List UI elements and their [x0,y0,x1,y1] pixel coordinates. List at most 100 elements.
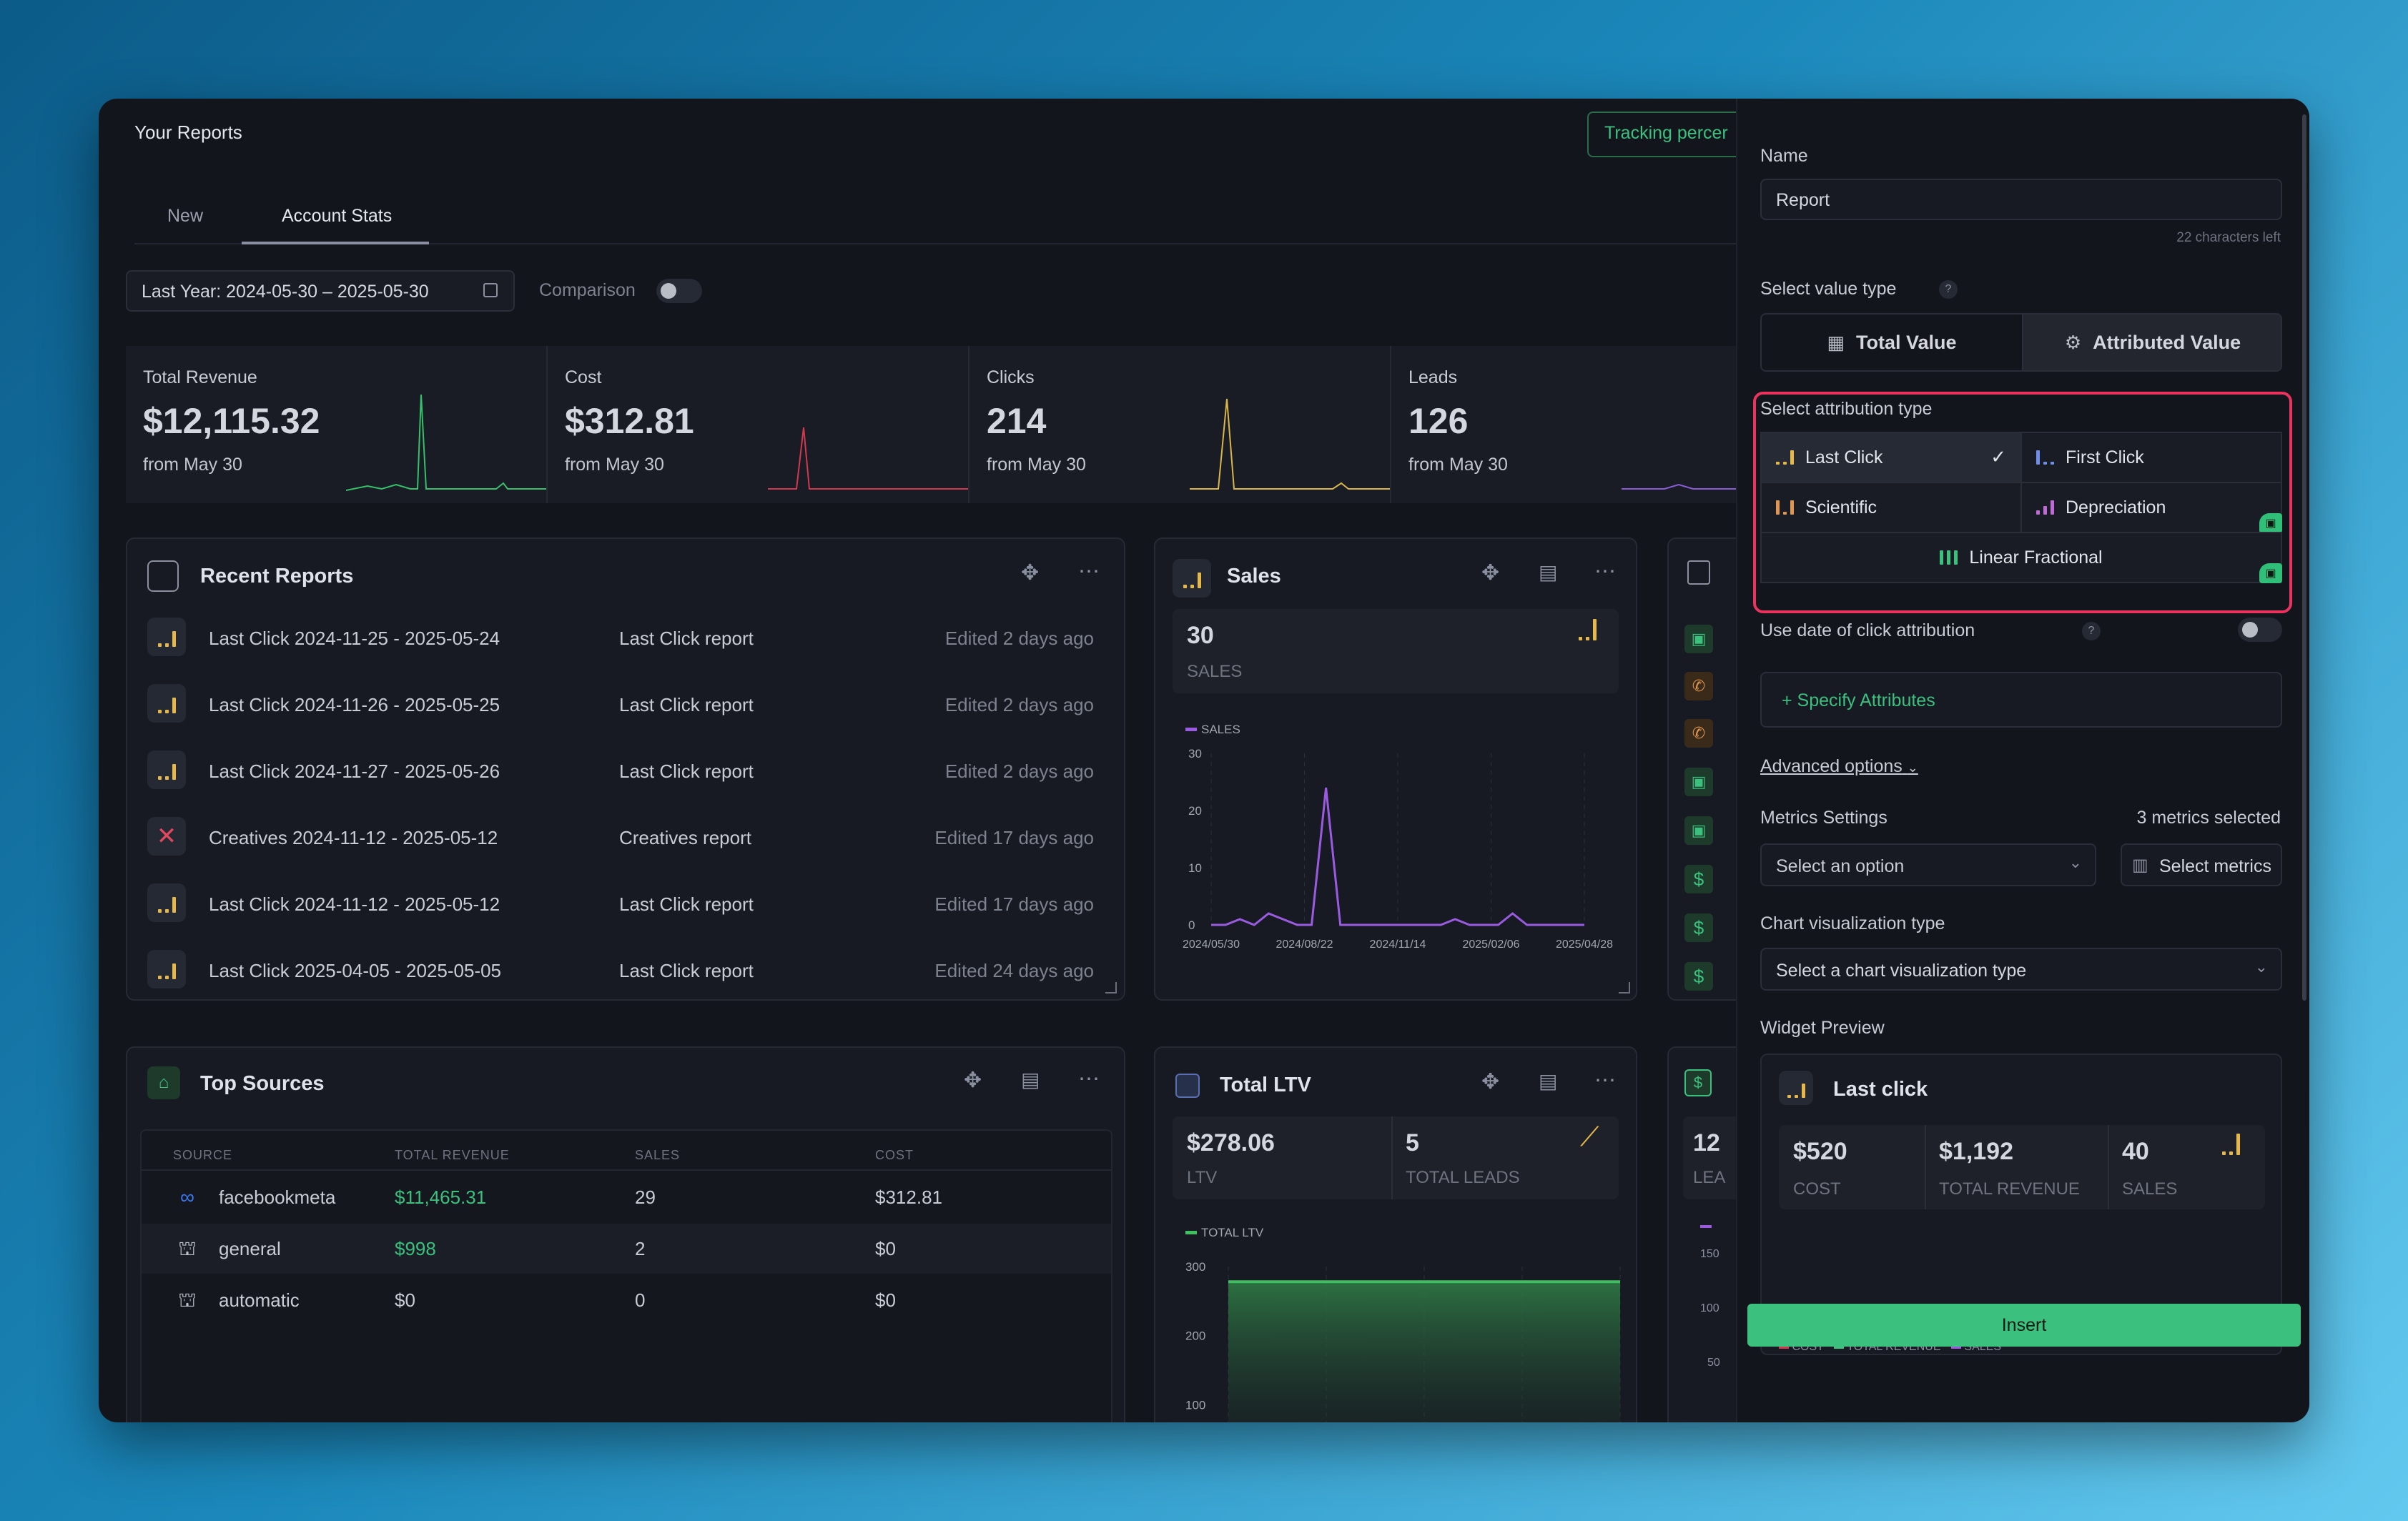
dollar-icon: $ [1684,913,1713,942]
report-row[interactable]: Last Click 2025-04-05 - 2025-05-05 Last C… [127,940,1124,997]
help-icon[interactable]: ? [1939,280,1958,299]
tab-account-stats[interactable]: Account Stats [282,206,393,226]
axis-tick: 100 [1700,1302,1719,1314]
report-row[interactable]: Last Click 2024-11-25 - 2025-05-24 Last C… [127,608,1124,665]
select-metrics-button[interactable]: ▥ Select metrics [2121,843,2282,886]
document-icon[interactable]: ▤ [1539,1070,1558,1092]
report-type: Last Click report [619,893,754,915]
more-icon[interactable]: ⋯ [1594,1069,1616,1092]
columns-icon: ▥ [2132,856,2148,875]
attr-scientific[interactable]: Scientific [1760,482,2022,533]
divider [2108,1125,2109,1209]
stat-value: $312.81 [565,401,694,441]
divider [142,1169,1111,1171]
advanced-options-link[interactable]: Advanced options ⌄ [1760,756,1918,777]
report-name: Last Click 2024-11-26 - 2025-05-25 [209,694,500,715]
select-value: Select a chart visualization type [1776,961,2027,981]
document-icon[interactable]: ▤ [1539,561,1558,583]
tab-divider [134,243,1736,244]
attr-linear-fractional[interactable]: Linear Fractional ▣ [1760,532,2282,583]
bar-chart-icon [2222,1134,2240,1155]
divider [1391,1116,1393,1199]
bar-chart-icon [1173,559,1211,598]
total-value-option[interactable]: ▦ Total Value [1762,314,2022,370]
document-icon[interactable] [1687,560,1710,585]
attr-first-click[interactable]: First Click [2020,432,2282,483]
move-icon[interactable]: ✥ [964,1069,982,1092]
help-icon[interactable]: ? [2082,622,2101,640]
report-row[interactable]: ✕ Creatives 2024-11-12 - 2025-05-12 Creati… [127,807,1124,864]
more-icon[interactable]: ⋯ [1078,1067,1100,1091]
stat-label: Clicks [987,367,1035,387]
attribution-highlight [1753,392,2292,613]
tracking-button[interactable]: Tracking percer [1587,112,1752,157]
metrics-select[interactable]: Select an option ⌄ [1760,843,2096,886]
source-icon: ⛫ [178,1289,197,1311]
table-row[interactable]: ∞ facebookmeta $11,465.31 29 $312.81 [142,1172,1111,1222]
attr-label: Scientific [1805,497,1877,517]
select-value: Select an option [1776,856,1905,876]
stat-label: Total Revenue [143,367,257,387]
tab-new[interactable]: New [167,206,204,226]
specify-attributes-button[interactable]: + Specify Attributes [1760,672,2282,728]
widget-preview-label: Widget Preview [1760,1018,1885,1038]
attr-depreciation[interactable]: Depreciation ▣ [2020,482,2282,533]
preview-cost-value: $520 [1793,1138,1847,1165]
legend-swatch [1700,1225,1712,1228]
value-type-label: Select value type [1760,279,1897,299]
metrics-settings-label: Metrics Settings [1760,808,1888,828]
move-icon[interactable]: ✥ [1481,561,1500,585]
table-row[interactable]: ⛫ automatic $0 0 $0 [142,1275,1111,1325]
y-tick-label: 0 [1188,918,1195,932]
check-icon: ✓ [1990,446,2006,467]
comparison-toggle[interactable] [656,279,702,303]
cell-sales: 2 [635,1238,646,1259]
name-input[interactable]: Report [1760,179,2282,220]
attributed-value-option[interactable]: ⚙ Attributed Value [2022,314,2281,370]
scrollbar[interactable] [2302,114,2306,1001]
x-tick-label: 2024/11/14 [1370,938,1426,951]
date-range-picker[interactable]: Last Year: 2024-05-30 – 2025-05-30 [126,270,515,312]
stat-value: 126 [1408,401,1469,441]
chars-left: 22 characters left [2176,230,2281,245]
move-icon[interactable]: ✥ [1481,1070,1500,1094]
insert-button[interactable]: Insert [1747,1304,2301,1347]
more-icon[interactable]: ⋯ [1078,560,1100,583]
resize-handle[interactable] [1105,982,1117,994]
report-row[interactable]: Last Click 2024-11-27 - 2025-05-26 Last C… [127,740,1124,798]
report-name: Last Click 2024-11-27 - 2025-05-26 [209,760,500,782]
legend-swatch [1950,1345,1961,1349]
dollar-icon: $ [1684,962,1713,991]
y-tick-label: 200 [1185,1329,1205,1343]
stat-value: $12,115.32 [143,401,320,441]
use-date-toggle[interactable] [2238,618,2282,642]
chart-vis-select[interactable]: Select a chart visualization type ⌄ [1760,948,2282,991]
app-window: Your Reports Tracking percer New Account… [99,99,2309,1422]
metric-label: LEA [1693,1168,1726,1187]
col-header: SALES [635,1148,681,1162]
widget-title: Sales [1227,565,1281,588]
report-row[interactable]: Last Click 2024-11-26 - 2025-05-25 Last C… [127,674,1124,731]
col-header: COST [875,1148,914,1162]
table-row[interactable]: ⛫ general $998 2 $0 [142,1224,1111,1274]
move-icon[interactable]: ✥ [1021,561,1040,585]
stat-cost: Cost $312.81 from May 30 [548,346,969,503]
ltv-chart: TOTAL LTV3002001000 [1185,1226,1621,1422]
depreciation-icon [2036,500,2054,515]
bar-chart-icon [1776,450,1794,465]
col-header: TOTAL REVENUE [395,1148,510,1162]
more-icon[interactable]: ⋯ [1594,560,1616,583]
attr-last-click[interactable]: Last Click ✓ [1760,432,2022,483]
preview-rev-label: TOTAL REVENUE [1939,1179,2080,1199]
preview-sales-label: SALES [2122,1179,2178,1199]
preview-sales-value: 40 [2122,1138,2149,1165]
cell-source: facebookmeta [219,1186,336,1208]
cell-source: automatic [219,1289,300,1311]
resize-handle[interactable] [1619,982,1630,994]
bar-chart-icon [1579,619,1597,640]
report-row[interactable]: Last Click 2024-11-12 - 2025-05-12 Last C… [127,873,1124,931]
preview-rev-value: $1,192 [1939,1138,2013,1165]
document-icon[interactable]: ▤ [1021,1069,1040,1091]
legend-swatch [1834,1345,1845,1349]
cell-cost: $0 [875,1238,896,1259]
